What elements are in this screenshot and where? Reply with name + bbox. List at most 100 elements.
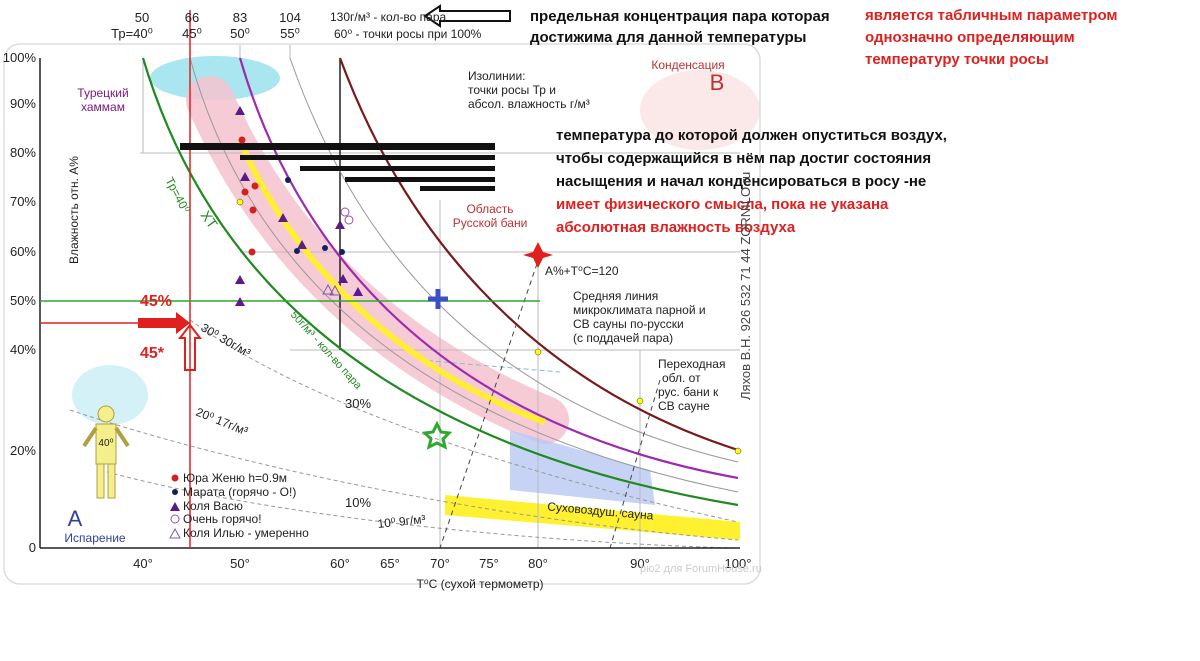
point [294,248,300,254]
point [344,215,354,225]
label: абсол. влажность г/м³ [468,97,590,111]
pointer-arrow [420,186,495,191]
label: Юра Женю h=0.9м [183,471,287,485]
label: Турецкий [77,86,128,100]
label: 0 [29,540,36,555]
label: 90° [630,556,650,571]
label: 70° [430,556,450,571]
label: 55⁰ [280,26,300,41]
label: 70% [10,194,36,209]
point [235,106,245,115]
condensation-zone [640,70,760,150]
label: 90% [10,96,36,111]
head [97,405,115,423]
label: 80° [528,556,548,571]
label: B [710,70,725,95]
label: 50° [230,556,250,571]
isoline [69,409,739,541]
label: хаммам [81,100,125,114]
pointer-arrow [345,177,495,182]
label: 40% [10,342,36,357]
transition-zone [510,430,655,505]
point [251,182,259,190]
average-line [237,138,547,425]
label: Очень горячо! [183,512,262,526]
label: температуру точки росы [865,51,1049,68]
person-figure [82,405,130,499]
red-star [523,242,553,268]
sum-120-line [439,254,541,549]
g [235,106,363,306]
label: 104 [279,10,301,25]
label: Область [466,202,513,216]
frame [3,43,761,585]
point [248,248,256,256]
label: 80% [10,145,36,160]
label: Тр=40⁰ [111,26,153,41]
label: 20% [10,443,36,458]
label: 30% [345,396,371,411]
dewpoint-60-curve [338,57,739,452]
isoline [189,319,739,523]
dry-sauna-band [445,495,740,540]
point [338,274,348,283]
blue-cross [428,289,448,309]
label: температура до которой должен опуститься… [556,127,947,144]
point [335,220,345,229]
point [240,172,250,181]
label: A [68,506,83,531]
label: имеет физического смысла, пока не указан… [556,196,889,213]
dot [636,397,644,405]
legend-marker [170,502,180,511]
point [235,297,245,306]
label: насыщения и начал конденсироваться в рос… [556,173,926,190]
legend: Юра Женю h=0.9м Марата (горячо - О!) Кол… [183,471,309,540]
label: Переходная [658,357,725,371]
label: Коля Илью - умеренно [183,526,309,540]
red-arrow-up [177,323,203,371]
top-arrow [423,4,511,28]
label: Влажность отн. А% [67,156,81,264]
label: 40° [133,556,153,571]
green-star [421,420,453,450]
point [249,206,257,214]
y-ticks: 100% 90% 80% 70% 60% 50% 40% 20% 0 [3,50,37,555]
point [241,188,249,196]
label: 100° [725,556,752,571]
label: Конденсация [651,58,724,72]
label: 50% [10,293,36,308]
pointer-arrow [180,143,495,150]
label: обл. от [662,371,701,385]
label: Коля Васю [183,499,243,513]
legend-marker [169,527,181,539]
point [322,283,334,295]
label: 10% [345,495,371,510]
label: микроклимата парной и [573,303,706,317]
label: 75° [479,556,499,571]
dewpoint-50-curve [238,57,739,480]
point [339,249,345,255]
dot [734,447,742,455]
label: 50 [135,10,149,25]
point [238,136,246,144]
observations [235,106,363,306]
point [297,240,307,249]
point [353,287,363,296]
point [322,245,328,251]
red-arrow [138,312,190,334]
label: СВ сауне [658,399,710,413]
label: абсолютная влажность воздуха [556,219,796,236]
label: рю2 для ForumHouse.ru [640,563,762,575]
label: 50⁰ [230,26,250,41]
leg [107,463,116,499]
isoline [189,57,739,493]
label: 45⁰ [182,26,202,41]
label: достижима для данной температуры [530,29,807,46]
legend-marker [171,474,179,482]
label: 83 [233,10,247,25]
label: является табличным параметром [865,7,1118,24]
label: 40⁰ [98,438,113,449]
label: предельная концентрация пара которая [530,8,830,25]
